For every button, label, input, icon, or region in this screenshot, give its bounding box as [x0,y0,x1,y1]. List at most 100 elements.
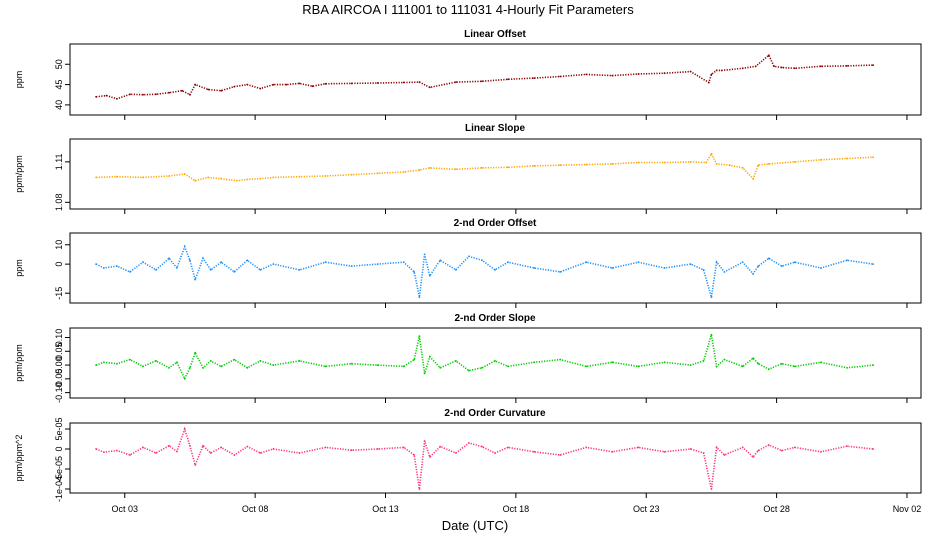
data-point [298,175,301,178]
data-point [259,177,262,180]
x-axis-label: Date (UTC) [442,518,508,533]
data-point [350,449,353,452]
series-line [96,152,874,182]
data-point [757,164,760,167]
data-point [741,446,744,449]
x-tick-label: Oct 03 [111,504,138,514]
data-point [220,89,223,92]
data-point [209,360,212,362]
data-point [846,366,848,369]
data-point [702,269,705,271]
data-point [715,163,718,165]
data-point [715,261,718,264]
x-tick-label: Oct 13 [372,504,399,514]
data-point [533,267,535,269]
data-point [376,263,379,265]
data-point [189,259,191,262]
data-point [820,267,822,269]
y-tick-label: 5e-05 [54,417,64,440]
data-point [780,362,783,365]
data-point [710,296,713,298]
data-point [285,83,288,86]
data-point [494,269,496,271]
data-point [95,95,97,98]
data-point [376,172,379,175]
data-point [95,176,97,179]
data-point [872,64,874,66]
data-point [155,452,157,454]
data-point [481,167,483,169]
data-point [350,173,353,176]
data-point [728,164,731,167]
y-tick-label: 0.10 [54,329,64,347]
data-point [439,366,442,369]
data-point [754,65,757,68]
data-point [752,272,754,275]
data-point [741,261,744,264]
data-point [259,360,262,362]
y-tick-label: -0.05 [54,369,64,390]
data-point [207,176,210,179]
y-tick-label: -0.10 [54,382,64,403]
data-point [689,70,692,73]
data-point [710,333,713,336]
data-point [533,165,535,167]
data-point [723,454,726,456]
data-point [298,452,301,454]
data-point [324,446,327,449]
data-point [418,81,421,83]
data-point [752,456,754,458]
data-point [298,269,301,271]
data-point [507,78,509,81]
data-point [376,82,379,84]
data-point [142,261,144,264]
y-tick-label: 1.11 [54,153,64,170]
data-point [202,444,204,447]
data-point [220,177,223,180]
data-point [272,263,275,265]
data-point [455,360,457,362]
data-point [481,366,483,369]
data-point [194,83,197,86]
data-point [428,274,431,277]
data-point [129,93,131,96]
data-point [233,358,236,361]
data-point [168,91,171,94]
data-point [793,446,796,449]
data-point [741,167,744,169]
data-point [246,83,249,86]
y-tick-label: -15 [54,287,64,300]
y-tick-label: 45 [54,80,64,90]
data-point [705,161,708,164]
data-point [209,452,212,454]
data-point [423,253,426,256]
data-point [455,81,457,83]
data-point [611,450,614,453]
data-point [752,177,754,180]
data-point [272,448,275,450]
data-point [710,73,713,76]
data-point [183,245,186,248]
data-point [418,169,421,171]
data-point [298,360,301,362]
data-point [103,451,105,454]
data-point [637,73,640,75]
data-point [176,361,178,364]
data-point [402,446,405,449]
panel-2: Linear Slope 1.08 1.11 ppm/ppm [14,123,922,214]
data-point [780,66,783,69]
data-point [423,440,426,442]
data-point [233,454,236,456]
data-point [246,259,249,262]
data-point [142,176,144,179]
data-point [233,85,236,88]
data-point [155,93,157,96]
data-point [142,365,144,368]
data-point [611,74,614,77]
data-point [246,178,249,181]
data-point [741,67,744,70]
data-point [183,428,186,430]
data-point [707,81,710,84]
data-point [820,361,822,364]
data-point [559,358,562,361]
